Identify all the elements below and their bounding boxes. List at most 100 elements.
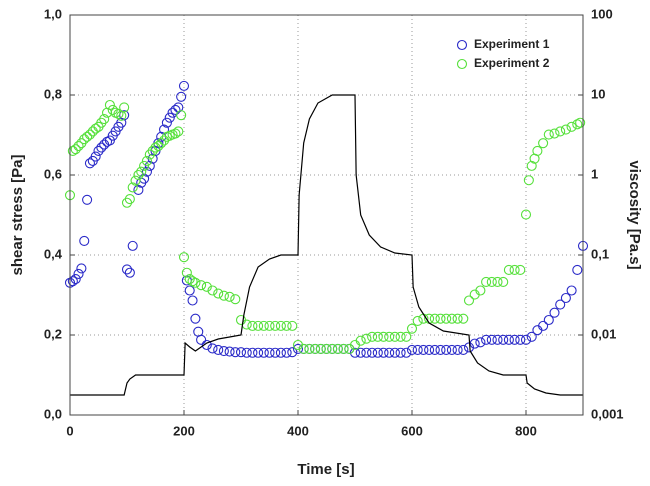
data-point bbox=[184, 285, 195, 296]
data-point bbox=[372, 347, 383, 358]
x-tick-label: 800 bbox=[515, 423, 537, 438]
data-point bbox=[401, 347, 412, 358]
data-point bbox=[446, 344, 457, 356]
x-tick-label: 600 bbox=[401, 423, 423, 438]
data-point bbox=[549, 128, 560, 139]
data-point bbox=[543, 129, 554, 140]
data-point bbox=[258, 320, 269, 331]
legend-label: Experiment 2 bbox=[474, 56, 550, 70]
data-point bbox=[247, 320, 258, 331]
data-point bbox=[84, 158, 95, 169]
data-point bbox=[99, 114, 110, 125]
data-point bbox=[498, 334, 509, 345]
data-point bbox=[207, 285, 218, 296]
data-point bbox=[90, 123, 101, 134]
data-point bbox=[207, 343, 218, 354]
data-point bbox=[560, 292, 571, 304]
data-point bbox=[190, 313, 201, 324]
data-point bbox=[435, 313, 446, 324]
data-point bbox=[275, 320, 286, 331]
data-point bbox=[304, 343, 315, 354]
data-point bbox=[79, 235, 90, 246]
data-point bbox=[230, 347, 241, 358]
data-point bbox=[458, 313, 469, 324]
grid bbox=[69, 14, 583, 416]
data-point bbox=[486, 276, 497, 288]
data-point bbox=[253, 347, 264, 358]
data-point bbox=[321, 343, 332, 354]
data-point bbox=[566, 285, 577, 296]
data-point bbox=[361, 333, 372, 344]
data-point bbox=[275, 347, 286, 358]
data-point bbox=[452, 313, 463, 324]
data-point bbox=[287, 320, 298, 331]
x-tick-label: 200 bbox=[173, 423, 195, 438]
data-point bbox=[406, 323, 418, 334]
legend-marker bbox=[456, 58, 468, 70]
data-point bbox=[164, 112, 175, 123]
data-point bbox=[264, 320, 275, 331]
data-point bbox=[121, 197, 133, 208]
data-point bbox=[509, 264, 520, 276]
data-point bbox=[213, 288, 224, 299]
data-point bbox=[281, 347, 292, 358]
data-point bbox=[572, 119, 583, 130]
data-point bbox=[367, 331, 378, 342]
legend-marker bbox=[456, 39, 468, 51]
data-point bbox=[560, 124, 571, 135]
data-point bbox=[515, 264, 526, 276]
data-point bbox=[139, 160, 150, 171]
data-point bbox=[509, 334, 520, 345]
data-point bbox=[124, 194, 135, 205]
y2-tick-label: 0,001 bbox=[591, 406, 624, 421]
data-point bbox=[395, 347, 406, 358]
data-point bbox=[412, 344, 423, 356]
data-point bbox=[538, 138, 549, 149]
data-point bbox=[181, 267, 192, 278]
data-point bbox=[196, 334, 207, 345]
data-point bbox=[144, 160, 155, 171]
data-point bbox=[264, 347, 275, 358]
data-point bbox=[82, 131, 93, 142]
data-point bbox=[124, 267, 135, 278]
data-point bbox=[173, 126, 184, 137]
y2-tick-label: 100 bbox=[591, 6, 613, 21]
data-point bbox=[127, 182, 138, 193]
data-point bbox=[156, 138, 167, 149]
data-point bbox=[270, 320, 281, 331]
data-point bbox=[133, 184, 144, 196]
data-point bbox=[93, 145, 104, 156]
data-point bbox=[555, 299, 566, 310]
x-tick-label: 400 bbox=[287, 423, 309, 438]
data-line bbox=[70, 94, 583, 396]
data-point bbox=[73, 268, 84, 279]
data-point bbox=[355, 347, 366, 358]
data-point bbox=[406, 344, 418, 356]
data-point bbox=[486, 334, 497, 345]
data-point bbox=[119, 102, 130, 113]
data-point bbox=[378, 331, 389, 342]
data-point bbox=[224, 291, 235, 302]
y2-axis-label: viscosity [Pa.s] bbox=[626, 160, 643, 269]
data-point bbox=[395, 331, 406, 342]
data-point bbox=[201, 281, 212, 292]
data-point bbox=[96, 142, 107, 153]
data-point bbox=[424, 344, 435, 356]
data-point bbox=[441, 313, 452, 324]
data-point bbox=[196, 280, 207, 291]
data-point bbox=[412, 315, 423, 326]
data-point bbox=[372, 331, 383, 342]
data-point bbox=[70, 144, 81, 155]
data-point bbox=[575, 117, 586, 128]
data-point bbox=[224, 346, 235, 357]
data-point bbox=[538, 320, 549, 331]
data-point bbox=[520, 209, 532, 220]
marks bbox=[64, 80, 589, 396]
data-point bbox=[247, 347, 258, 358]
data-point bbox=[187, 276, 198, 287]
y-tick-label: 0,2 bbox=[44, 326, 62, 341]
data-point bbox=[190, 277, 201, 288]
data-point bbox=[184, 274, 195, 285]
data-point bbox=[515, 334, 526, 345]
data-point bbox=[441, 344, 452, 356]
